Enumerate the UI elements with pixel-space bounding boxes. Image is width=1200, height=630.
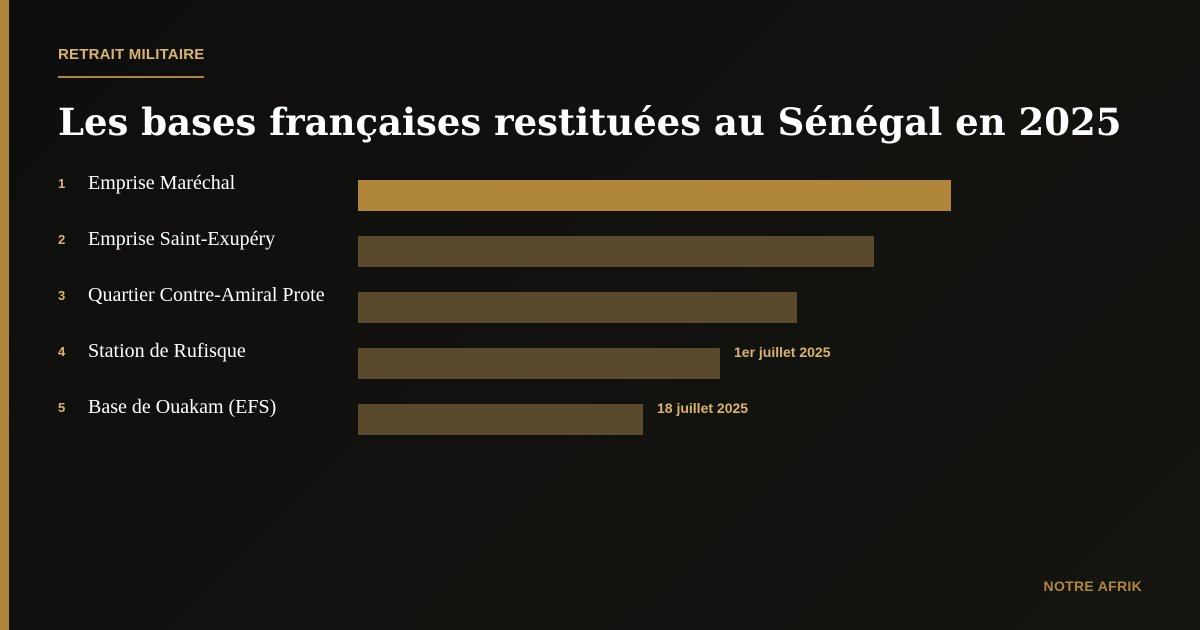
- rank-number: 1: [58, 176, 66, 191]
- page-title: Les bases françaises restituées au Sénég…: [58, 100, 1122, 144]
- chart-row: 4 Station de Rufisque 1er juillet 2025: [0, 340, 1200, 400]
- bar: [358, 292, 797, 323]
- chart-row: 1 Emprise Maréchal: [0, 172, 1200, 232]
- category-label: Emprise Saint-Exupéry: [88, 228, 276, 250]
- bar: [358, 180, 951, 211]
- kicker-label: RETRAIT MILITAIRE: [58, 46, 205, 78]
- chart-row: 5 Base de Ouakam (EFS) 18 juillet 2025: [0, 396, 1200, 456]
- category-label: Station de Rufisque: [88, 340, 246, 362]
- rank-number: 4: [58, 344, 66, 359]
- category-label: Quartier Contre-Amiral Prote: [88, 284, 325, 306]
- accent-strip: [0, 0, 9, 630]
- bar-annotation: 18 juillet 2025: [657, 400, 749, 416]
- category-label: Base de Ouakam (EFS): [88, 396, 277, 418]
- brand-logo-text: NOTRE AFRIK: [1043, 578, 1142, 594]
- chart-row: 3 Quartier Contre-Amiral Prote: [0, 284, 1200, 344]
- rank-number: 3: [58, 288, 66, 303]
- bar: [358, 404, 643, 435]
- bar: [358, 348, 720, 379]
- rank-number: 5: [58, 400, 66, 415]
- chart-row: 2 Emprise Saint-Exupéry: [0, 228, 1200, 288]
- bar: [358, 236, 874, 267]
- bar-annotation: 1er juillet 2025: [734, 344, 831, 360]
- rank-number: 2: [58, 232, 66, 247]
- category-label: Emprise Maréchal: [88, 172, 236, 194]
